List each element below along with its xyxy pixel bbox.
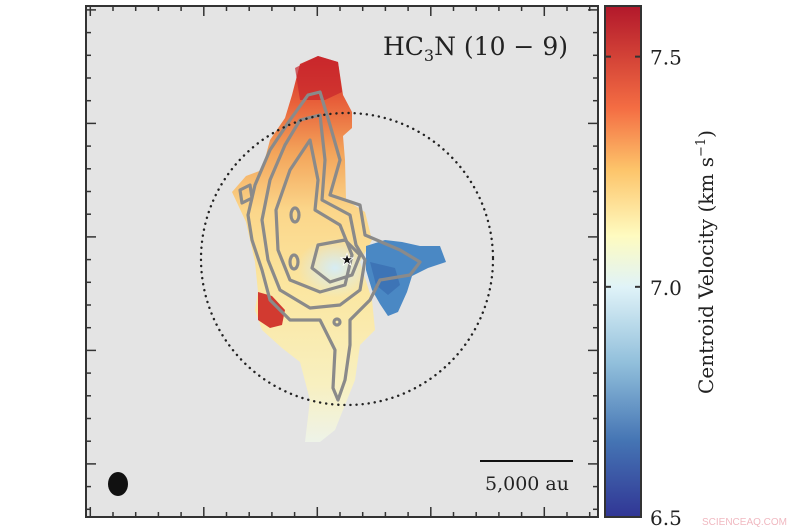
colorbar — [604, 5, 642, 518]
contour — [246, 90, 422, 402]
scale-bar-label: 5,000 au — [485, 473, 569, 495]
map-frame — [85, 5, 599, 518]
red-top-edge — [295, 56, 342, 100]
contour — [289, 206, 301, 224]
dotted-circle — [199, 111, 495, 407]
contour — [274, 138, 354, 294]
red-patch — [258, 292, 285, 328]
beam-ellipse — [108, 472, 128, 496]
intensity-contours — [238, 90, 422, 402]
colorbar-tick-label: 7.5 — [650, 46, 682, 70]
colorbar-tick-label: 7.0 — [650, 276, 682, 300]
watermark: SCIENCEAQ.COM — [702, 517, 787, 528]
blue-lobe — [366, 240, 446, 316]
contour — [238, 183, 254, 205]
contour — [288, 253, 300, 271]
map-title: HC3N (10 − 9) — [383, 32, 568, 65]
colorbar-label: Centroid Velocity (km s−1) — [694, 130, 718, 394]
colorbar-ticks: 6.5 7.0 7.5 — [605, 46, 682, 530]
contour — [260, 113, 367, 310]
contour — [310, 238, 362, 284]
colorbar-tick-label: 6.5 — [650, 506, 682, 530]
source-star-icon: ★ — [340, 250, 354, 269]
contour — [332, 317, 342, 327]
frame-ticks — [86, 6, 598, 517]
